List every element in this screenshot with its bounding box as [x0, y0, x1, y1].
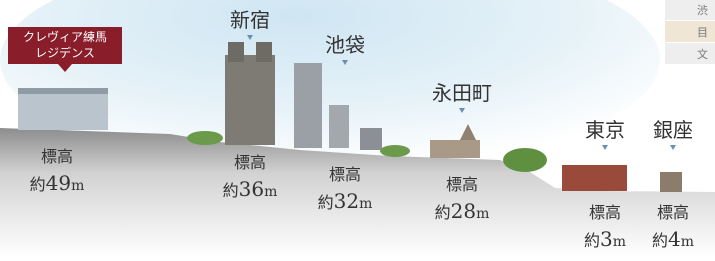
side-table-cell: 目	[697, 26, 708, 39]
side-table: 渋 目 文	[665, 0, 715, 64]
place-name: 銀座	[653, 118, 693, 142]
elevation-prefix: 約	[318, 193, 334, 212]
property-label: レジデンス	[35, 45, 95, 60]
place-name: 永田町	[432, 81, 492, 105]
elevation-label: 標高	[446, 175, 478, 194]
elevation-value: 36	[239, 177, 264, 201]
elevation-diagram: クレヴィア練馬 レジデンス 渋 目 文 標高約49m新宿標高約36m池袋標高約3…	[0, 0, 715, 257]
elevation-value: 3	[600, 227, 613, 251]
elevation-label: 標高	[41, 147, 73, 166]
elevation-value: 49	[46, 171, 71, 195]
elevation-prefix: 約	[435, 203, 451, 222]
elevation-unit: m	[359, 196, 372, 212]
elevation-prefix: 約	[223, 181, 239, 200]
place-name: 新宿	[230, 8, 270, 32]
elevation-unit: m	[613, 234, 626, 250]
elevation-label: 標高	[234, 153, 266, 172]
elevation-prefix: 約	[30, 175, 46, 194]
elevation-label: 標高	[329, 165, 361, 184]
elevation-prefix: 約	[652, 231, 668, 250]
place-name: 東京	[585, 118, 625, 142]
elevation-prefix: 約	[584, 231, 600, 250]
side-table-cell: 渋	[697, 4, 708, 17]
place-name: 池袋	[325, 33, 365, 57]
elevation-label: 標高	[657, 203, 689, 222]
elevation-value: 28	[451, 199, 476, 223]
elevation-unit: m	[476, 206, 489, 222]
property-label: クレヴィア練馬	[23, 29, 107, 44]
elevation-unit: m	[681, 234, 694, 250]
side-table-cell: 文	[697, 47, 708, 61]
elevation-unit: m	[264, 184, 277, 200]
elevation-unit: m	[71, 178, 84, 194]
elevation-value: 4	[668, 227, 681, 251]
elevation-value: 32	[334, 189, 359, 213]
elevation-label: 標高	[589, 203, 621, 222]
